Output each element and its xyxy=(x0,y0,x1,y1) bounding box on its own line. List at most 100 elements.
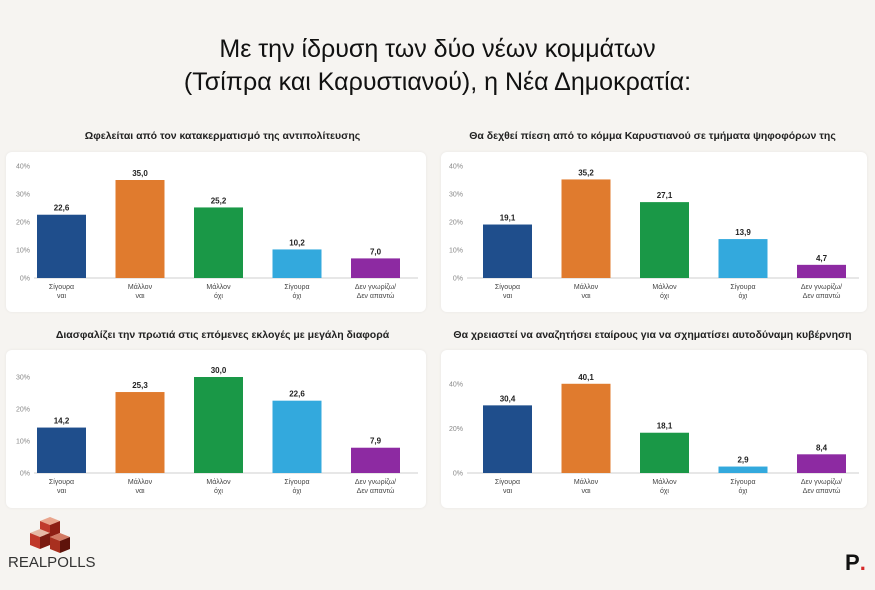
data-label: 7,9 xyxy=(370,437,382,446)
data-label: 7,0 xyxy=(370,247,382,256)
x-tick-label: Σίγουρα xyxy=(49,478,74,486)
data-label: 2,9 xyxy=(737,456,749,465)
data-label: 18,1 xyxy=(657,422,673,431)
x-tick-label: Δεν γνωρίζω/ xyxy=(355,283,396,291)
chart-panel-1: 0% 10% 20% 30% 40% 22,6 Σίγουρα ναι 35,0 Μάλλον να… xyxy=(6,152,426,312)
realpolls-wordmark: REALPOLLS xyxy=(8,554,96,571)
data-label: 35,2 xyxy=(578,168,594,177)
x-tick-label: Δεν γνωρίζω/ xyxy=(801,283,842,291)
x-tick-label: όχι xyxy=(214,292,223,300)
x-tick-label: Σίγουρα xyxy=(495,283,520,291)
x-tick-label: Σίγουρα xyxy=(284,283,309,291)
y-tick-label: 20% xyxy=(16,220,30,227)
x-tick-label: Δεν απαντώ xyxy=(357,487,395,495)
bar xyxy=(194,207,243,278)
bar xyxy=(37,427,86,473)
bar xyxy=(194,377,243,473)
x-tick-label: ναι xyxy=(581,488,591,495)
bar xyxy=(718,466,768,473)
data-label: 8,4 xyxy=(816,443,828,452)
data-label: 22,6 xyxy=(289,390,305,399)
chart-title-1: Ωφελείται από τον κατακερματισμό της αντ… xyxy=(84,130,361,142)
x-tick-label: Σίγουρα xyxy=(495,478,520,486)
y-tick-label: 30% xyxy=(449,192,463,199)
x-tick-label: Σίγουρα xyxy=(284,478,309,486)
bar xyxy=(351,447,400,473)
data-label: 13,9 xyxy=(735,228,751,237)
bar xyxy=(640,432,689,473)
x-tick-label: όχι xyxy=(660,487,669,495)
x-tick-label: Μάλλον xyxy=(574,283,599,291)
x-tick-label: Μάλλον xyxy=(206,283,231,291)
x-tick-label: ναι xyxy=(57,488,67,495)
x-tick-label: Σίγουρα xyxy=(730,283,755,291)
chart-title-3: Διασφαλίζει την πρωτιά στις επόμενες εκλ… xyxy=(55,329,390,341)
data-label: 30,0 xyxy=(211,366,227,375)
y-tick-label: 10% xyxy=(16,248,30,255)
y-tick-label: 30% xyxy=(16,375,30,382)
data-label: 27,1 xyxy=(657,191,673,200)
x-tick-label: Μάλλον xyxy=(652,283,677,291)
main-title-line2: (Τσίπρα και Καρυστιανού), η Νέα Δημοκρατ… xyxy=(183,68,692,96)
data-label: 10,2 xyxy=(289,238,305,247)
x-tick-label: όχι xyxy=(214,487,223,495)
chart-svg-3: 0% 10% 20% 30% 14,2 Σίγουρα ναι 25,3 Μάλλον ναι 30… xyxy=(16,366,418,495)
p-logo-dot: . xyxy=(859,550,866,575)
data-label: 19,1 xyxy=(500,214,516,223)
data-label: 30,4 xyxy=(500,394,516,403)
x-tick-label: Δεν απαντώ xyxy=(357,292,395,300)
y-tick-label: 40% xyxy=(449,164,463,171)
realpolls-logo: REALPOLLS xyxy=(8,517,96,571)
y-tick-label: 40% xyxy=(449,382,463,389)
x-tick-label: όχι xyxy=(739,292,748,300)
bar xyxy=(272,249,322,278)
x-tick-label: ναι xyxy=(503,293,513,300)
x-tick-label: όχι xyxy=(739,487,748,495)
bar xyxy=(797,264,846,278)
chart-panel-4: 0% 20% 40% 30,4 Σίγουρα ναι 40,1 Μάλλον ναι 18,1 Μ… xyxy=(441,350,867,508)
y-tick-label: 20% xyxy=(449,220,463,227)
x-tick-label: Δεν απαντώ xyxy=(803,487,841,495)
x-tick-label: Σίγουρα xyxy=(49,283,74,291)
y-tick-label: 0% xyxy=(20,471,30,478)
x-tick-label: Σίγουρα xyxy=(730,478,755,486)
bar xyxy=(37,214,86,278)
main-title-line1: Με την ίδρυση των δύο νέων κομμάτων xyxy=(219,35,656,63)
chart-title-4: Θα χρειαστεί να αναζητήσει εταίρους για … xyxy=(453,329,852,341)
data-label: 25,3 xyxy=(132,381,148,390)
x-tick-label: ναι xyxy=(135,488,145,495)
y-tick-label: 30% xyxy=(16,192,30,199)
bar xyxy=(561,179,611,278)
chart-svg-4: 0% 20% 40% 30,4 Σίγουρα ναι 40,1 Μάλλον ναι 18,1 Μ… xyxy=(449,373,859,495)
bar xyxy=(351,258,400,278)
y-tick-label: 20% xyxy=(16,407,30,414)
data-label: 14,2 xyxy=(54,417,70,426)
x-tick-label: Μάλλον xyxy=(574,478,599,486)
x-tick-label: ναι xyxy=(581,293,591,300)
x-tick-label: όχι xyxy=(293,487,302,495)
chart-svg-1: 0% 10% 20% 30% 40% 22,6 Σίγουρα ναι 35,0 Μάλλον να… xyxy=(16,164,418,300)
x-tick-label: ναι xyxy=(503,488,513,495)
p-logo-letter: P xyxy=(845,550,860,575)
x-tick-label: Δεν γνωρίζω/ xyxy=(801,478,842,486)
bar xyxy=(483,224,532,278)
chart-svg-2: 0% 10% 20% 30% 40% 19,1 Σίγουρα ναι 35,2 Μάλλον να… xyxy=(449,164,859,300)
chart-panel-2: 0% 10% 20% 30% 40% 19,1 Σίγουρα ναι 35,2 Μάλλον να… xyxy=(441,152,867,312)
bar xyxy=(483,405,532,473)
x-tick-label: Μάλλον xyxy=(652,478,677,486)
bar xyxy=(272,400,322,473)
y-tick-label: 10% xyxy=(16,439,30,446)
data-label: 35,0 xyxy=(132,169,148,178)
x-tick-label: όχι xyxy=(660,292,669,300)
y-tick-label: 10% xyxy=(449,248,463,255)
x-tick-label: ναι xyxy=(135,293,145,300)
p-logo: P. xyxy=(845,550,866,576)
data-label: 40,1 xyxy=(578,373,594,382)
bar xyxy=(561,383,611,473)
x-tick-label: Μάλλον xyxy=(128,478,153,486)
x-tick-label: Δεν απαντώ xyxy=(803,292,841,300)
bar xyxy=(115,180,165,278)
bar xyxy=(718,239,768,278)
x-tick-label: Δεν γνωρίζω/ xyxy=(355,478,396,486)
realpolls-cube-icon xyxy=(30,517,70,553)
